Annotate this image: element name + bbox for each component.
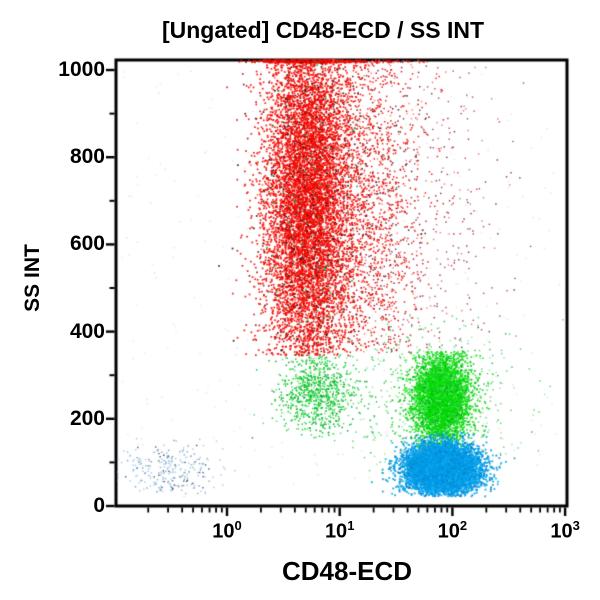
- x-tick-label: 102: [437, 518, 468, 543]
- y-tick-label: 800: [69, 145, 105, 169]
- y-tick-label: 400: [69, 319, 105, 343]
- x-tick-label: 101: [324, 518, 355, 543]
- y-tick-label: 200: [69, 406, 105, 430]
- x-axis-label: CD48-ECD: [281, 556, 413, 586]
- x-tick-label: 100: [212, 518, 242, 543]
- y-axis-tick-labels: 0 200 400 600 800 1000: [0, 0, 107, 600]
- y-tick-label: 0: [93, 494, 105, 517]
- y-tick-label: 1000: [58, 58, 105, 82]
- chart-title: [Ungated] CD48-ECD / SS INT: [161, 17, 485, 43]
- x-tick-label: 103: [550, 518, 580, 543]
- y-tick-label: 600: [69, 232, 105, 256]
